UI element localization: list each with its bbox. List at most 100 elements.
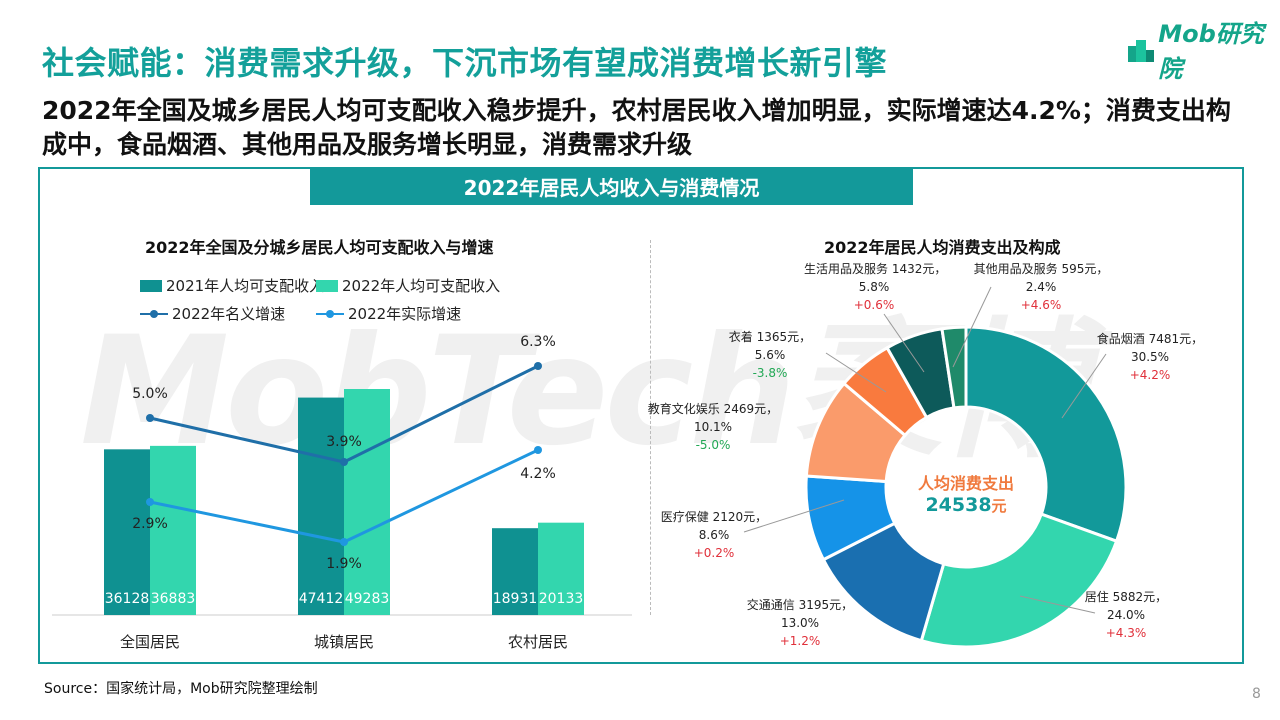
line-point (146, 498, 154, 506)
legend-swatch (316, 279, 338, 292)
slice-change: +0.6% (853, 298, 895, 312)
bar-value-label: 18931 (493, 591, 538, 607)
bar-2022 (344, 389, 390, 615)
bar-value-label: 47412 (299, 591, 344, 607)
logo: Mob研究院 (1126, 14, 1280, 84)
label-part: 食品烟酒 (1096, 332, 1145, 346)
line-point (146, 414, 154, 422)
panel-banner: 2022年居民人均收入与消费情况 (310, 167, 913, 205)
label-part: 2120元， (712, 510, 768, 524)
label-part: 2469元， (723, 402, 779, 416)
slice-name: 教育文化娱乐 2469元， (643, 400, 783, 418)
pie-chart-title: 2022年居民人均消费支出及构成 (824, 238, 1061, 257)
leader-line (825, 352, 887, 393)
slice-share: 24.0% (1106, 608, 1146, 622)
slice-name: 交通通信 3195元， (730, 596, 870, 614)
legend-label: 2022年实际增速 (348, 305, 462, 323)
x-tick-label: 城镇居民 (314, 633, 374, 651)
label-part: 595元， (1061, 262, 1109, 276)
slice-label: 其他用品及服务 595元， 2.4% +4.6% (971, 260, 1111, 314)
slice-share: 30.5% (1130, 350, 1170, 364)
label-part: 医疗保健 (660, 510, 709, 524)
line-point (340, 538, 348, 546)
label-part: 5882元， (1112, 590, 1168, 604)
slice-label: 生活用品及服务 1432元， 5.8% +0.6% (804, 260, 947, 314)
legend-line-marker (140, 308, 168, 320)
leader-line (952, 286, 992, 368)
bar-2021 (298, 397, 344, 615)
label-part: 教育文化娱乐 (647, 402, 720, 416)
leader-line (1061, 353, 1107, 419)
slice-share: 5.6% (754, 348, 786, 362)
slice-change: +0.2% (693, 546, 735, 560)
slice-name: 医疗保健 2120元， (644, 508, 784, 526)
slice-share: 8.6% (698, 528, 730, 542)
bar-2021 (492, 528, 538, 615)
slice-change: -3.8% (752, 366, 788, 380)
logo-text: Mob研究院 (1158, 20, 1264, 83)
source-note: Source：国家统计局，Mob研究院整理绘制 (44, 681, 318, 697)
legend-swatch (140, 279, 162, 292)
slice-name: 其他用品及服务 595元， (971, 260, 1111, 278)
slice-change: +4.3% (1105, 626, 1147, 640)
legend-item-nominal: 2022年名义增速 (140, 303, 285, 324)
slice-label: 食品烟酒 7481元， 30.5% +4.2% (1080, 330, 1220, 384)
legend-item-2022: 2022年人均可支配收入 (316, 275, 500, 296)
slice-change: +4.2% (1129, 368, 1171, 382)
slice-name: 衣着 1365元， (700, 328, 840, 346)
donut-slice (964, 325, 1128, 544)
slice-name: 居住 5882元， (1056, 588, 1196, 606)
slice-label: 交通通信 3195元， 13.0% +1.2% (730, 596, 870, 650)
line-value-label: 2.9% (132, 516, 168, 532)
legend-label: 2021年人均可支配收入 (166, 277, 325, 295)
page-number: 8 (1252, 686, 1261, 702)
label-part: 交通通信 (746, 598, 795, 612)
line-value-label: 1.9% (326, 556, 362, 572)
bar-chart-title: 2022年全国及分城乡居民人均可支配收入与增速 (145, 238, 494, 257)
building-logo-icon (1128, 40, 1154, 62)
bar-value-label: 20133 (539, 591, 584, 607)
label-part: 7481元， (1148, 332, 1204, 346)
leader-line (743, 499, 845, 533)
slice-name: 生活用品及服务 1432元， (804, 260, 947, 278)
slice-share: 10.1% (693, 420, 733, 434)
slice-share: 13.0% (780, 616, 820, 630)
donut-center: 人均消费支出 24538元 (906, 470, 1026, 516)
x-tick-label: 全国居民 (120, 633, 180, 651)
legend-item-real: 2022年实际增速 (316, 303, 461, 324)
line-value-label: 4.2% (520, 466, 556, 482)
line-point (534, 362, 542, 370)
legend-label: 2022年名义增速 (172, 305, 286, 323)
label-part: 生活用品及服务 (804, 262, 889, 276)
leader-line (883, 313, 925, 373)
bar-value-label: 36128 (105, 591, 150, 607)
bar-2022 (538, 522, 584, 615)
bar-line-chart: 36128 36883 全国居民 47412 49283 城镇居民 18931 20133 农村… (52, 334, 632, 651)
label-part: 衣着 (728, 330, 753, 344)
line-point (340, 458, 348, 466)
legend-label: 2022年人均可支配收入 (342, 277, 501, 295)
bar-value-label: 36883 (151, 591, 196, 607)
page-title: 社会赋能：消费需求升级，下沉市场有望成消费增长新引擎 (42, 44, 888, 82)
slice-label: 居住 5882元， 24.0% +4.3% (1056, 588, 1196, 642)
bar-value-label: 49283 (345, 591, 390, 607)
label-part: 其他用品及服务 (973, 262, 1058, 276)
x-tick-label: 农村居民 (508, 633, 568, 651)
legend-item-2021: 2021年人均可支配收入 (140, 275, 324, 296)
label-part: 1365元， (756, 330, 812, 344)
line-value-label: 3.9% (326, 434, 362, 450)
slice-label: 医疗保健 2120元， 8.6% +0.2% (644, 508, 784, 562)
slice-change: -5.0% (695, 438, 731, 452)
label-part: 3195元， (798, 598, 854, 612)
line-value-label: 6.3% (520, 334, 556, 350)
line-point (534, 446, 542, 454)
slice-change: +4.6% (1020, 298, 1062, 312)
slice-share: 2.4% (1025, 280, 1057, 294)
label-part: 1432元， (891, 262, 947, 276)
donut-slice (940, 325, 968, 410)
slice-name: 食品烟酒 7481元， (1080, 330, 1220, 348)
bar-2022 (150, 445, 196, 615)
center-value: 24538 (925, 494, 992, 516)
divider (650, 240, 651, 615)
bar-2021 (104, 449, 150, 615)
